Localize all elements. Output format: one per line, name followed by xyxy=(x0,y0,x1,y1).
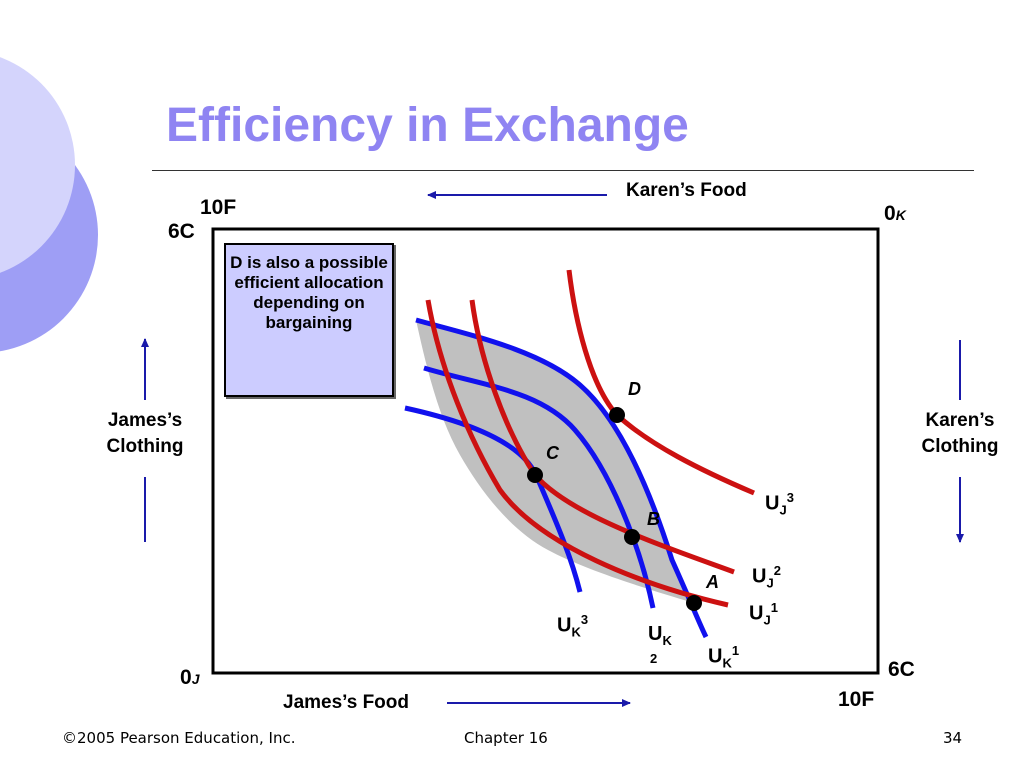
james-origin-label: 0J xyxy=(180,666,200,689)
point-d-marker xyxy=(609,407,625,423)
footer-page-number: 34 xyxy=(943,729,963,747)
point-b-marker xyxy=(624,529,640,545)
karens-food-label: Karen’s Food xyxy=(626,180,747,201)
uj1-label: UJ1 xyxy=(749,600,778,628)
footer-copyright: ©2005 Pearson Education, Inc. xyxy=(62,729,296,747)
decorative-circles xyxy=(0,57,98,352)
uk3-label: UK3 xyxy=(557,612,589,640)
point-b-label: B xyxy=(647,509,660,529)
point-c-marker xyxy=(527,467,543,483)
uj3-label: UJ3 xyxy=(765,490,794,518)
uj2-label: UJ2 xyxy=(752,563,781,591)
top-left-food-label: 10F xyxy=(200,196,237,219)
top-left-clothing-label: 6C xyxy=(168,220,195,243)
uk2-label: UK 2 xyxy=(648,623,672,666)
page-title: Efficiency in Exchange xyxy=(166,99,689,152)
point-d-label: D xyxy=(628,379,641,399)
bottom-right-food-label: 10F xyxy=(838,688,875,711)
karen-origin-label: 0K xyxy=(884,202,906,225)
footer-chapter: Chapter 16 xyxy=(464,729,548,747)
uj1-curve xyxy=(425,299,729,608)
james-food-label: James’s Food xyxy=(283,692,410,713)
bottom-right-clothing-label: 6C xyxy=(888,658,915,681)
uk1-label: UK1 xyxy=(708,643,740,671)
james-clothing-label: James’s Clothing xyxy=(106,410,184,457)
note-box: D is also a possible efficient allocatio… xyxy=(224,243,394,397)
point-a-label: A xyxy=(706,572,719,592)
point-a-marker xyxy=(686,595,702,611)
uk2-curve xyxy=(423,365,656,609)
title-divider xyxy=(152,170,974,171)
point-c-label: C xyxy=(546,443,559,463)
karens-clothing-label: Karen’s Clothing xyxy=(921,410,999,457)
edgeworth-box xyxy=(211,227,880,675)
